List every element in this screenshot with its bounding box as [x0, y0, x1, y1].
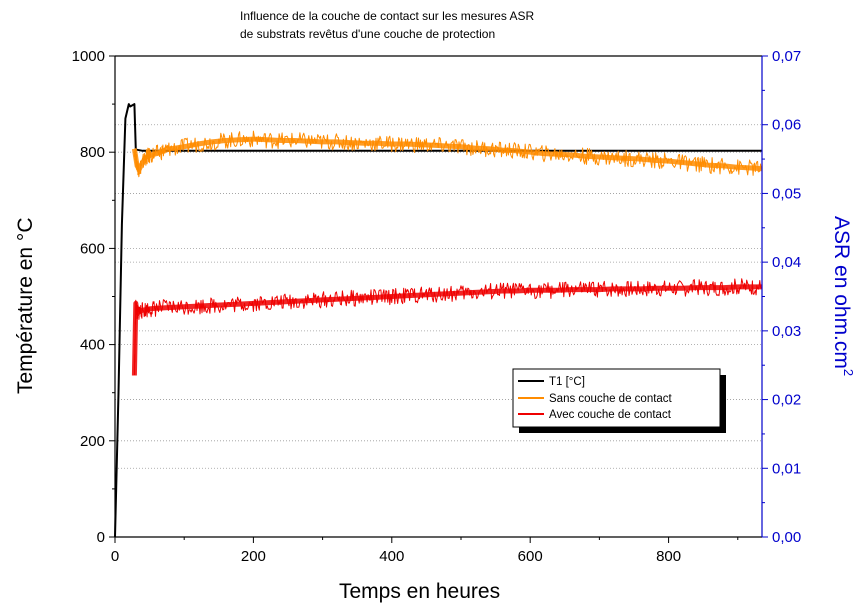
series-0-line [114, 103, 762, 538]
series-1-noise [133, 130, 762, 178]
chart-title-line-1: Influence de la couche de contact sur le… [240, 9, 534, 23]
y-left-tick-label-2: 400 [80, 337, 105, 354]
chart-title-line-2: de substrats revêtus d'une couche de pro… [240, 27, 495, 41]
y-axis-left-label: Température en °C [14, 218, 37, 394]
y-left-tick-label-5: 1000 [72, 48, 105, 65]
y-left-tick-label-0: 0 [97, 529, 105, 546]
y-right-tick-label-4: 0,04 [772, 254, 801, 271]
y-left-tick-label-3: 600 [80, 240, 105, 257]
y-right-tick-label-7: 0,07 [772, 48, 801, 65]
y-right-tick-label-5: 0,05 [772, 185, 801, 202]
x-tick-label-0: 0 [111, 548, 119, 565]
y-right-tick-label-3: 0,03 [772, 323, 801, 340]
x-tick-label-2: 400 [379, 548, 404, 565]
legend-box [512, 368, 721, 428]
chart-title: Influence de la couche de contact sur le… [240, 9, 534, 41]
ticks: 0 200 400 600 800 0 200 400 600 800 1000 0,00 0,01 0,… [72, 48, 802, 565]
x-tick-label-1: 200 [241, 548, 266, 565]
legend-label-avec: Avec couche de contact [549, 409, 672, 421]
series-1-line [131, 136, 763, 172]
y-axis-right-label-superscript: 2 [841, 369, 856, 376]
series-1 [131, 130, 763, 178]
series-0 [114, 103, 762, 538]
y-right-tick-label-0: 0,00 [772, 529, 801, 546]
y-axis-right-label: ASR en ohm.cm2 [830, 216, 856, 376]
series-2-line [131, 284, 762, 376]
series-layer [114, 103, 763, 538]
legend: T1 [°C] Sans couche de contact Avec couc… [512, 368, 726, 433]
y-right-tick-label-1: 0,01 [772, 460, 801, 477]
y-left-tick-label-1: 200 [80, 433, 105, 450]
x-axis-label: Temps en heures [339, 580, 500, 603]
y-axis-right-label-text: ASR en ohm.cm [830, 216, 853, 369]
x-tick-label-3: 600 [518, 548, 543, 565]
y-left-tick-label-4: 800 [80, 144, 105, 161]
legend-label-t1: T1 [°C] [549, 376, 585, 388]
x-tick-label-4: 800 [656, 548, 681, 565]
legend-label-sans: Sans couche de contact [549, 393, 673, 405]
y-right-tick-label-6: 0,06 [772, 117, 801, 134]
series-2 [131, 278, 762, 376]
y-right-tick-label-2: 0,02 [772, 392, 801, 409]
